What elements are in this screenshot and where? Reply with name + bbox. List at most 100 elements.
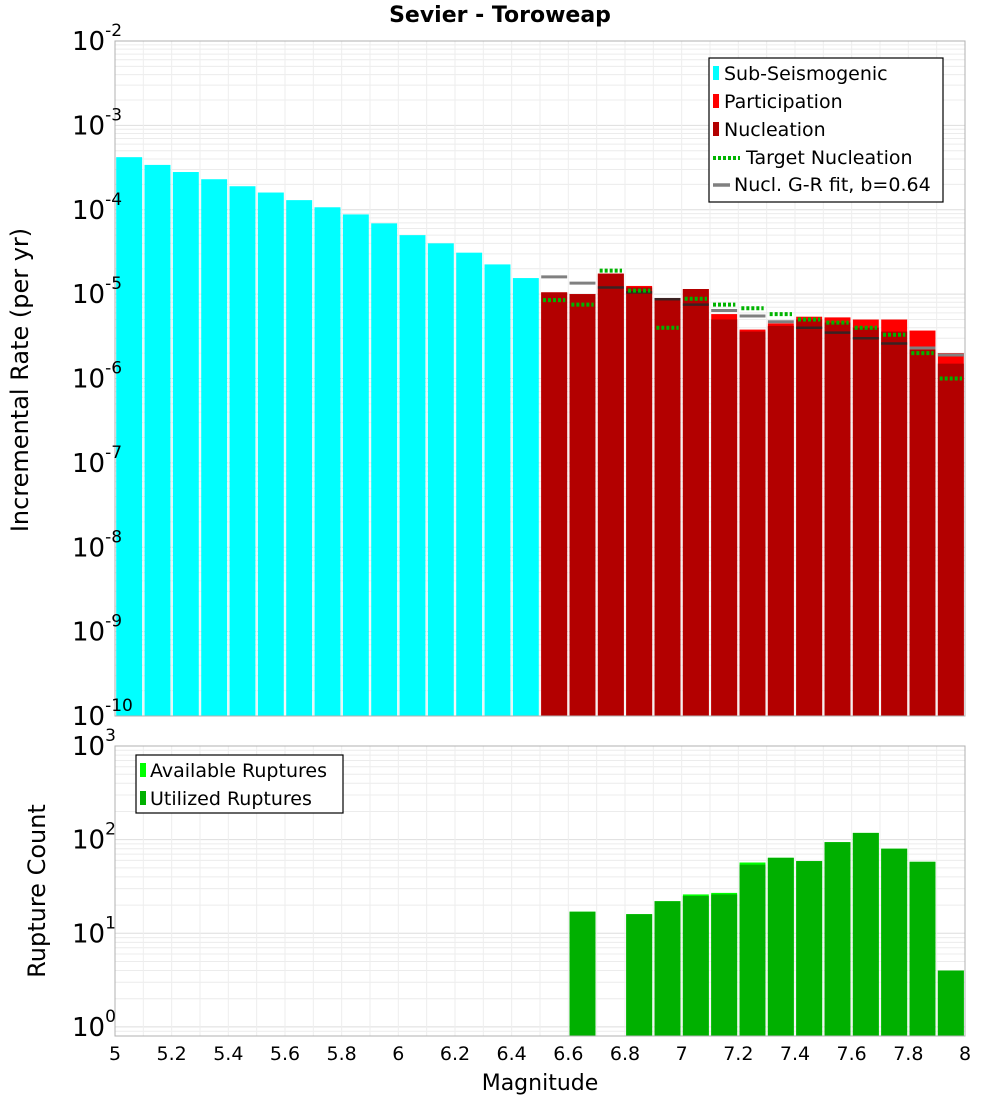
x-tick-label: 6.6 [553, 1043, 583, 1065]
bar-utilized-ruptures [796, 861, 823, 1036]
legend-swatch-participation [713, 94, 719, 108]
top-lines [541, 268, 964, 381]
top-y-tick-label: 10-9 [72, 612, 122, 648]
x-tick-label: 5.2 [157, 1043, 187, 1065]
top-gridlines [114, 41, 966, 717]
bar-nucleation [824, 322, 851, 716]
bottom-y-tick-label: 103 [72, 726, 116, 762]
x-tick-label: 6.2 [440, 1043, 470, 1065]
x-tick-label: 7.6 [837, 1043, 867, 1065]
legend-label-available-ruptures: Available Ruptures [150, 760, 327, 782]
x-tick-label: 7.8 [893, 1043, 923, 1065]
top-legend-box [708, 57, 944, 203]
chart-title: Sevier - Toroweap [389, 3, 611, 28]
bar-sub-seismogenic [257, 192, 284, 717]
bar-nucleation [711, 319, 738, 716]
x-tick-label: 7.4 [780, 1043, 810, 1065]
bottom-legend: Available Ruptures Utilized Ruptures [135, 754, 344, 814]
bottom-plot-frame [114, 745, 966, 1037]
legend-label-gr-fit: Nucl. G-R fit, b=0.64 [734, 174, 931, 196]
top-y-tick-label: 10-2 [72, 21, 122, 57]
top-y-tick-label: 10-3 [72, 105, 122, 141]
top-y-tick-label: 10-8 [72, 527, 122, 563]
legend-label-utilized-ruptures: Utilized Ruptures [150, 788, 312, 810]
bar-nucleation [569, 294, 596, 716]
legend-label-sub-seismogenic: Sub-Seismogenic [724, 63, 888, 85]
bar-utilized-ruptures [682, 896, 709, 1036]
bar-utilized-ruptures [739, 864, 766, 1036]
x-tick-labels: 5 5.2 5.4 5.6 5.8 6 6.2 6.4 6.6 6.8 7 7.2 7.4 7.6 7.8 8 [109, 1043, 971, 1065]
bottom-y-tick-label: 100 [72, 1007, 116, 1043]
bar-sub-seismogenic [512, 278, 539, 716]
bar-utilized-ruptures [937, 970, 964, 1036]
bar-utilized-ruptures [852, 832, 879, 1036]
bar-sub-seismogenic [314, 207, 341, 716]
top-y-tick-label: 10-7 [72, 443, 122, 479]
bottom-y-tick-labels: 100 101 102 103 [72, 726, 116, 1043]
x-tick-label: 6.4 [497, 1043, 527, 1065]
bar-nucleation [739, 331, 766, 716]
top-y-axis-label: Incremental Rate (per yr) [6, 228, 34, 532]
bar-nucleation [796, 319, 823, 716]
top-y-tick-label: 10-5 [72, 274, 122, 310]
x-tick-label: 7 [676, 1043, 688, 1065]
x-tick-label: 5.8 [327, 1043, 357, 1065]
bar-sub-seismogenic [399, 235, 426, 716]
bar-sub-seismogenic [456, 252, 483, 716]
x-tick-label: 5.4 [213, 1043, 243, 1065]
bottom-gridlines [114, 746, 966, 1037]
top-y-tick-label: 10-10 [72, 696, 133, 732]
top-y-tick-label: 10-6 [72, 359, 122, 395]
bar-utilized-ruptures [626, 914, 653, 1036]
bar-nucleation [767, 325, 794, 716]
bar-nucleation [626, 287, 653, 716]
bar-nucleation [682, 289, 709, 716]
bar-utilized-ruptures [767, 857, 794, 1036]
bottom-y-tick-label: 102 [72, 820, 116, 856]
top-y-tick-labels: 10-10 10-9 10-8 10-7 10-6 10-5 10-4 10-3 10-2 [72, 21, 133, 732]
x-tick-label: 6 [392, 1043, 404, 1065]
top-legend: Sub-Seismogenic Participation Nucleation… [708, 57, 944, 203]
bar-sub-seismogenic [172, 172, 199, 716]
legend-label-participation: Participation [724, 91, 843, 113]
bar-utilized-ruptures [824, 842, 851, 1036]
bar-sub-seismogenic [427, 243, 454, 717]
bottom-legend-box [135, 754, 344, 814]
x-tick-label: 5.6 [270, 1043, 300, 1065]
bar-nucleation [881, 331, 908, 716]
bar-utilized-ruptures [654, 901, 681, 1036]
bar-sub-seismogenic [371, 223, 398, 716]
bar-sub-seismogenic [342, 214, 369, 717]
bar-sub-seismogenic [201, 179, 228, 716]
bar-sub-seismogenic [286, 200, 313, 716]
bar-utilized-ruptures [569, 911, 596, 1036]
bar-nucleation [597, 273, 624, 716]
bar-nucleation [909, 349, 936, 716]
x-tick-label: 8 [959, 1043, 971, 1065]
bottom-y-tick-label: 101 [72, 913, 116, 949]
bar-utilized-ruptures [711, 894, 738, 1036]
legend-swatch-utilized-ruptures [140, 791, 146, 805]
bar-utilized-ruptures [909, 861, 936, 1036]
bar-nucleation [937, 363, 964, 716]
bar-sub-seismogenic [484, 264, 511, 716]
legend-swatch-nucleation [713, 122, 719, 136]
x-axis-label: Magnitude [482, 1071, 599, 1096]
bar-sub-seismogenic [144, 164, 171, 716]
bottom-y-axis-label: Rupture Count [23, 804, 51, 978]
bar-nucleation [852, 327, 879, 716]
bar-utilized-ruptures [881, 848, 908, 1036]
legend-label-nucleation: Nucleation [724, 119, 826, 141]
bar-nucleation [654, 298, 681, 716]
x-tick-label: 7.2 [723, 1043, 753, 1065]
top-bars [116, 157, 964, 717]
x-tick-label: 6.8 [610, 1043, 640, 1065]
bar-nucleation [541, 292, 568, 716]
legend-swatch-sub-seismogenic [713, 66, 719, 80]
bottom-bars [569, 832, 964, 1036]
x-tick-label: 5 [109, 1043, 121, 1065]
top-plot-frame [114, 40, 966, 717]
bar-sub-seismogenic [116, 157, 143, 717]
bar-sub-seismogenic [229, 186, 256, 716]
